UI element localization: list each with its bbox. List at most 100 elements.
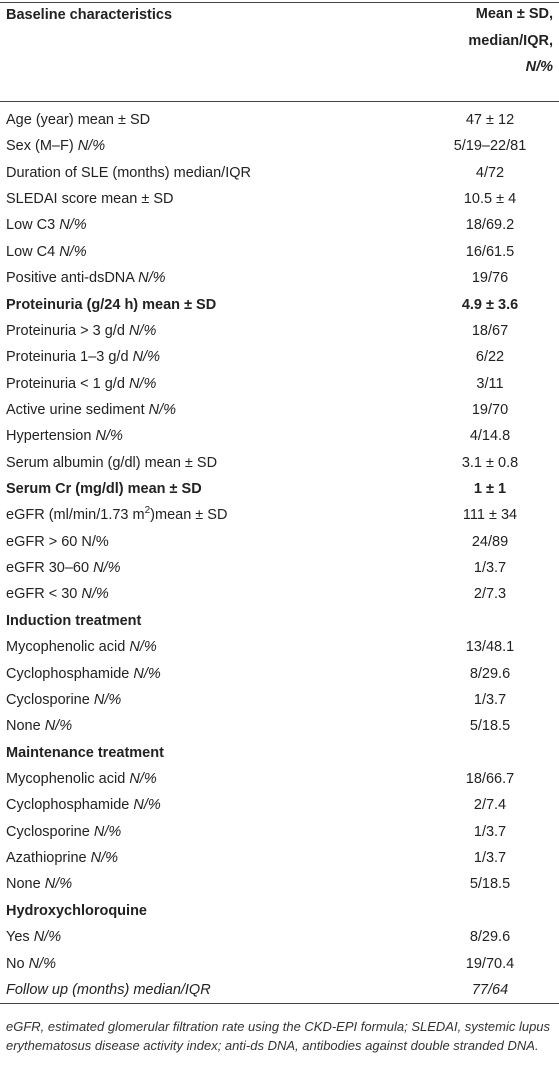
text-segment: N/% xyxy=(128,375,157,392)
row-label: Sex (M–F) N/% xyxy=(6,133,105,159)
text-segment: No xyxy=(6,955,29,972)
text-segment: Proteinuria 1–3 g/d xyxy=(6,349,133,366)
row-label: Mycophenolic acid N/% xyxy=(6,634,157,660)
text-segment: N/% xyxy=(133,797,161,814)
row-label: Proteinuria 1–3 g/d N/% xyxy=(6,344,160,370)
table-row: Low C4 N/% 16/61.5 xyxy=(0,239,559,265)
row-label: Low C4 N/% xyxy=(6,239,87,265)
text-segment: Positive anti-dsDNA xyxy=(6,270,139,287)
text-segment: Mycophenolic acid xyxy=(6,639,130,656)
text-segment: Duration of SLE (months) median/IQR xyxy=(6,164,251,181)
text-segment: Proteinuria < 1 g/d xyxy=(6,375,129,392)
row-label: Yes N/% xyxy=(6,924,61,950)
row-value: 6/22 xyxy=(475,349,505,366)
row-value: 1/3.7 xyxy=(473,691,507,708)
text-segment: N/% xyxy=(93,823,122,840)
text-segment: Cyclosporine xyxy=(6,691,94,708)
text-segment: N/% xyxy=(93,560,121,577)
text-segment: N/% xyxy=(33,929,62,946)
text-segment: N/% xyxy=(44,718,73,735)
text-segment: N/% xyxy=(133,665,161,682)
table-row: Low C3 N/% 18/69.2 xyxy=(0,212,559,238)
bottom-rule xyxy=(0,1003,559,1004)
table-header: Baseline characteristics Mean ± SD, medi… xyxy=(0,6,559,99)
row-value: 5/18.5 xyxy=(469,718,511,735)
row-value: 19/76 xyxy=(471,270,509,287)
text-segment: Mean ± SD, median/IQR, xyxy=(468,6,553,49)
row-label: Hydroxychloroquine xyxy=(6,898,147,924)
table-row: Follow up (months) median/IQR 77/64 xyxy=(0,977,559,1003)
row-value: 16/61.5 xyxy=(465,243,515,260)
text-segment: N/% xyxy=(128,322,157,339)
row-label: Proteinuria (g/24 h) mean ± SD xyxy=(6,292,216,318)
row-label: No N/% xyxy=(6,951,56,977)
table-row: Induction treatment xyxy=(0,608,559,634)
text-segment: Proteinuria > 3 g/d xyxy=(6,322,129,339)
row-value: 5/18.5 xyxy=(469,876,511,893)
text-segment: N/% xyxy=(138,270,166,287)
table-row: Cyclophosphamide N/% 8/29.6 xyxy=(0,661,559,687)
text-segment: Cyclophosphamide xyxy=(6,665,134,682)
table-row: None N/% 5/18.5 xyxy=(0,713,559,739)
top-rule xyxy=(0,2,559,3)
row-value: 18/69.2 xyxy=(465,217,515,234)
text-segment: Hydroxychloroquine xyxy=(6,902,147,919)
row-label: eGFR < 30 N/% xyxy=(6,581,109,607)
text-segment: Follow up (months) median/IQR xyxy=(6,981,211,998)
table-row: Proteinuria 1–3 g/d N/% 6/22 xyxy=(0,344,559,370)
row-label: SLEDAI score mean ± SD xyxy=(6,186,174,212)
text-segment: eGFR 30–60 xyxy=(6,560,94,577)
table-row: Mycophenolic acid N/% 18/66.7 xyxy=(0,766,559,792)
row-value: 47 ± 12 xyxy=(465,112,515,128)
row-label: Serum Cr (mg/dl) mean ± SD xyxy=(6,476,202,502)
text-segment: None xyxy=(6,718,45,735)
text-segment: Hypertension xyxy=(6,428,96,445)
table-row: Positive anti-dsDNA N/% 19/76 xyxy=(0,265,559,291)
row-label: Serum albumin (g/dl) mean ± SD xyxy=(6,450,217,476)
row-label: Cyclophosphamide N/% xyxy=(6,792,161,818)
row-value: 8/29.6 xyxy=(469,929,511,946)
row-value: 19/70.4 xyxy=(465,955,515,972)
table-row: Proteinuria < 1 g/d N/% 3/11 xyxy=(0,371,559,397)
row-value: 3/11 xyxy=(476,375,504,392)
text-segment: N/% xyxy=(148,401,177,418)
text-segment: N/% xyxy=(129,770,157,787)
table-row: eGFR < 30 N/% 2/7.3 xyxy=(0,581,559,607)
row-value: 8/29.6 xyxy=(469,665,511,682)
text-segment: Yes xyxy=(6,929,34,946)
row-label: Cyclophosphamide N/% xyxy=(6,661,161,687)
row-label: Hypertension N/% xyxy=(6,423,123,449)
table-row: eGFR > 60 N/% 24/89 xyxy=(0,529,559,555)
table-row: Yes N/% 8/29.6 xyxy=(0,924,559,950)
text-segment: N/% xyxy=(132,349,160,366)
text-segment: N/% xyxy=(129,639,157,656)
row-value: 10.5 ± 4 xyxy=(463,191,517,208)
text-segment: N/% xyxy=(77,138,106,155)
row-value: 1/3.7 xyxy=(473,850,507,867)
row-value: 13/48.1 xyxy=(465,639,515,656)
row-value: 24/89 xyxy=(471,533,509,550)
text-segment: eGFR (ml/min/1.73 m xyxy=(6,507,145,524)
row-label: Cyclosporine N/% xyxy=(6,819,121,845)
text-segment: None xyxy=(6,876,45,893)
text-segment: Baseline characteristics xyxy=(6,7,173,23)
row-label: None N/% xyxy=(6,871,72,897)
row-label: eGFR (ml/min/1.73 m2)mean ± SD xyxy=(6,502,227,528)
row-label: Positive anti-dsDNA N/% xyxy=(6,265,166,291)
text-segment: Proteinuria (g/24 h) mean ± SD xyxy=(6,296,217,313)
header-cell: Baseline characteristics xyxy=(6,7,172,23)
row-label: Duration of SLE (months) median/IQR xyxy=(6,160,251,186)
footnote: eGFR, estimated glomerular filtration ra… xyxy=(6,1019,551,1053)
text-segment: N/% xyxy=(28,955,56,972)
row-label: eGFR 30–60 N/% xyxy=(6,555,120,581)
row-label: Follow up (months) median/IQR xyxy=(6,977,211,1003)
text-segment: N/% xyxy=(525,59,553,75)
text-segment: eGFR > 60 N/% xyxy=(6,533,109,550)
table-row: Cyclosporine N/% 1/3.7 xyxy=(0,687,559,713)
text-segment: Low C4 xyxy=(6,243,60,260)
text-segment: eGFR < 30 xyxy=(6,586,82,603)
text-segment: Age (year) mean ± SD xyxy=(6,112,151,128)
table-row: No N/% 19/70.4 xyxy=(0,951,559,977)
row-label: None N/% xyxy=(6,713,72,739)
table-row: Serum albumin (g/dl) mean ± SD 3.1 ± 0.8 xyxy=(0,450,559,476)
